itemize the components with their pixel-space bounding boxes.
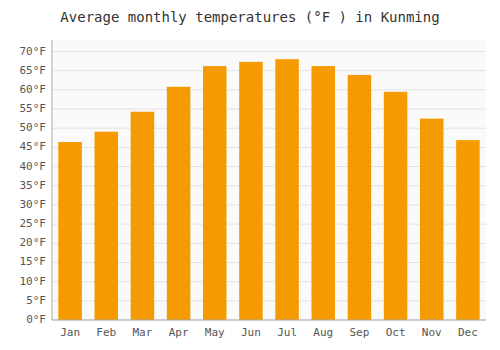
x-tick-label: Oct [386,326,406,339]
bar [203,66,227,320]
bar [239,62,263,320]
x-tick-label: Apr [169,326,189,339]
x-tick-label: May [205,326,225,339]
x-tick-label: Jul [277,326,297,339]
x-tick-label: Aug [313,326,333,339]
x-tick-label: Sep [349,326,369,339]
bar [384,92,408,320]
y-tick-label: 40°F [20,160,47,173]
bar [348,75,372,320]
y-tick-label: 30°F [20,198,47,211]
bar [167,87,191,320]
plot-background [52,40,486,320]
chart-container: 0°F 5°F 10°F 15°F 20°F 25°F 30°F 35°F 40°F 45°F 50… [0,0,500,350]
x-tick-label: Nov [422,326,442,339]
x-tick-label: Dec [458,326,478,339]
bar [131,112,155,320]
x-tick-label: Jun [241,326,261,339]
bars [58,59,479,320]
grid-line [52,89,486,90]
x-tick-label: Jan [60,326,80,339]
y-tick-label: 5°F [26,294,46,307]
grid-line [52,109,486,110]
y-tick-label: 70°F [20,45,47,58]
bar [58,142,82,320]
y-tick-label: 25°F [20,217,47,230]
y-tick-label: 55°F [20,102,47,115]
bar [456,140,480,320]
y-tick-label: 60°F [20,83,47,96]
y-tick-label: 45°F [20,140,47,153]
x-tick-label: Feb [96,326,116,339]
y-tick-label: 15°F [20,255,47,268]
chart-title: Average monthly temperatures (°F ) in Ku… [60,9,439,25]
grid-line [52,51,486,52]
grid [52,52,486,320]
y-tick-label: 50°F [20,121,47,134]
x-axis-line [52,320,486,321]
grid-line [52,70,486,71]
y-tick-label: 20°F [20,236,47,249]
y-tick-label: 35°F [20,179,47,192]
y-tick-label: 0°F [26,313,46,326]
chart-svg: 0°F 5°F 10°F 15°F 20°F 25°F 30°F 35°F 40°F 45°F 50… [0,0,500,350]
grid-line [52,320,486,321]
bar [311,66,335,320]
y-axis-line [52,40,53,320]
y-ticks: 0°F 5°F 10°F 15°F 20°F 25°F 30°F 35°F 40°F 45°F 50… [20,45,47,326]
y-tick-label: 65°F [20,64,47,77]
x-ticks: Jan Feb Mar Apr May Jun Jul Aug Sep Oct Nov Dec [60,326,478,339]
bar [94,132,118,320]
x-tick-label: Mar [132,326,152,339]
bar [420,119,444,320]
y-tick-label: 10°F [20,275,47,288]
bar [275,59,299,320]
